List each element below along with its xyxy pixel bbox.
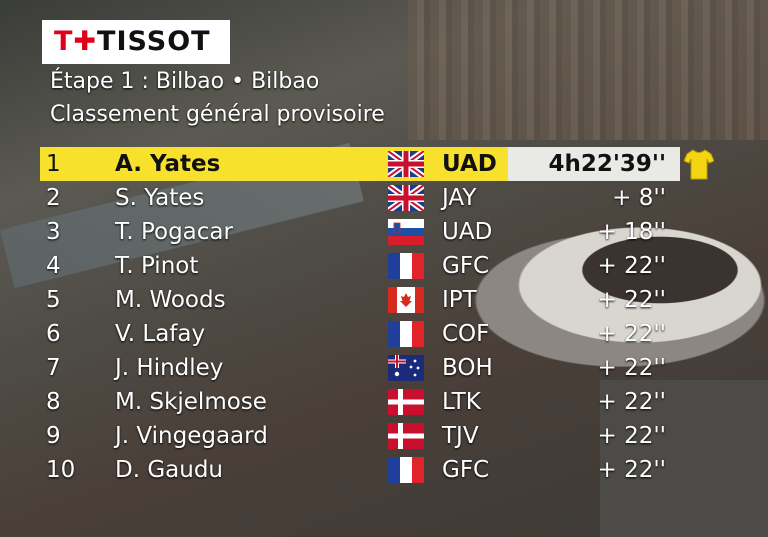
team-code: BOH xyxy=(442,355,493,381)
australia-flag xyxy=(388,355,424,381)
team-code: JAY xyxy=(442,185,477,211)
table-row: 10 D. Gaudu GFC + 22'' xyxy=(40,453,680,487)
rider-name: D. Gaudu xyxy=(115,457,224,483)
rank: 7 xyxy=(46,355,61,381)
table-row: 9 J. Vingegaard TJV + 22'' xyxy=(40,419,680,453)
rank: 5 xyxy=(46,287,61,313)
rider-name: M. Skjelmose xyxy=(115,389,267,415)
rank: 4 xyxy=(46,253,61,279)
team-code: UAD xyxy=(442,219,493,245)
gap-time: + 18'' xyxy=(597,219,667,245)
denmark-flag xyxy=(388,423,424,449)
table-row: 2 S. Yates JAY + 8'' xyxy=(40,181,680,215)
rider-name: J. Hindley xyxy=(115,355,224,381)
gap-time: + 22'' xyxy=(597,355,667,381)
team-code: UAD xyxy=(442,151,497,177)
rider-name: S. Yates xyxy=(115,185,205,211)
classification-title: Classement général provisoire xyxy=(50,102,385,127)
gap-time: + 22'' xyxy=(597,423,667,449)
gap-time: + 22'' xyxy=(597,287,667,313)
swiss-cross-icon: T✚ xyxy=(54,26,98,57)
gap-time: + 22'' xyxy=(597,253,667,279)
rank: 10 xyxy=(46,457,76,483)
rank: 9 xyxy=(46,423,61,449)
gap-time: 4h22'39'' xyxy=(508,147,680,181)
rider-name: T. Pinot xyxy=(115,253,199,279)
gap-time: + 8'' xyxy=(612,185,666,211)
tissot-logo: T✚TISSOT xyxy=(42,20,230,64)
team-code: GFC xyxy=(442,253,490,279)
table-row: 5 M. Woods IPT + 22'' xyxy=(40,283,680,317)
table-row: 8 M. Skjelmose LTK + 22'' xyxy=(40,385,680,419)
rank: 1 xyxy=(46,151,61,177)
city-buildings xyxy=(408,0,768,140)
france-flag xyxy=(388,253,424,279)
rider-name: M. Woods xyxy=(115,287,226,313)
table-row: 4 T. Pinot GFC + 22'' xyxy=(40,249,680,283)
gap-time: + 22'' xyxy=(597,457,667,483)
france-flag xyxy=(388,321,424,347)
team-code: LTK xyxy=(442,389,481,415)
canada-flag xyxy=(388,287,424,313)
rider-name: T. Pogacar xyxy=(115,219,233,245)
logo-wordmark: TISSOT xyxy=(97,26,211,57)
table-row: 3 T. Pogacar UAD + 18'' xyxy=(40,215,680,249)
table-row: 7 J. Hindley BOH + 22'' xyxy=(40,351,680,385)
leader-row: 1 A. Yates UAD 4h22'39'' xyxy=(40,147,680,181)
table-row: 6 V. Lafay COF + 22'' xyxy=(40,317,680,351)
team-code: TJV xyxy=(442,423,479,449)
rider-name: A. Yates xyxy=(115,151,221,177)
rank: 2 xyxy=(46,185,61,211)
team-code: IPT xyxy=(442,287,477,313)
gap-time: + 22'' xyxy=(597,389,667,415)
team-code: GFC xyxy=(442,457,490,483)
rider-name: V. Lafay xyxy=(115,321,206,347)
yellow-jersey-icon xyxy=(684,149,714,180)
rider-name: J. Vingegaard xyxy=(115,423,268,449)
slovenia-flag xyxy=(388,219,424,245)
rank: 6 xyxy=(46,321,61,347)
gap-time: + 22'' xyxy=(597,321,667,347)
rank: 8 xyxy=(46,389,61,415)
rank: 3 xyxy=(46,219,61,245)
united-kingdom-flag xyxy=(388,185,424,211)
france-flag xyxy=(388,457,424,483)
stage-title: Étape 1 : Bilbao • Bilbao xyxy=(50,69,320,94)
united-kingdom-flag xyxy=(388,151,424,177)
team-code: COF xyxy=(442,321,490,347)
tower-building xyxy=(600,380,768,537)
denmark-flag xyxy=(388,389,424,415)
